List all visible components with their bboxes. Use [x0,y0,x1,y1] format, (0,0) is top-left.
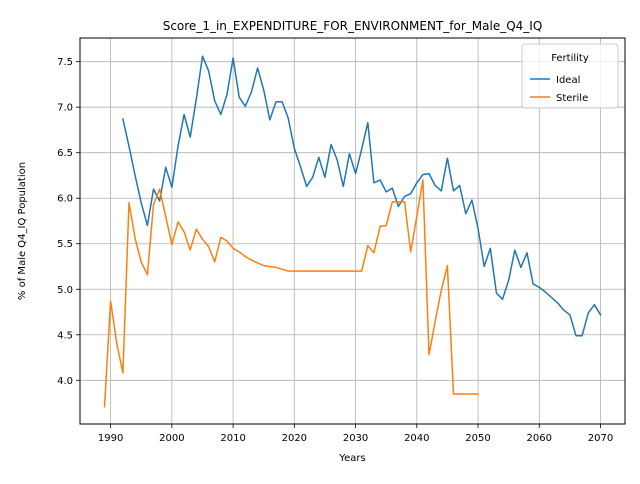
legend-box [521,43,619,109]
y-tick-label: 6.0 [57,194,73,205]
x-tick-label: 1990 [98,433,123,444]
axis-ticks: 1990 2000 2010 2020 2030 2040 2050 2060 2070 4.0 4… [57,57,613,444]
y-tick-label: 4.0 [57,376,73,387]
x-tick-label: 2030 [343,433,368,444]
series-line-ideal [122,55,602,337]
x-tick-label: 2000 [159,433,184,444]
legend: Fertility Ideal Sterile [521,43,619,109]
y-axis-label: % of Male Q4_IQ Population [17,162,28,300]
x-tick-label: 2070 [588,433,613,444]
x-tick-label: 2040 [404,433,429,444]
y-tick-label: 7.5 [57,57,73,68]
x-tick-label: 2060 [527,433,552,444]
legend-label-sterile: Sterile [556,93,588,104]
x-tick-label: 2020 [282,433,307,444]
series-line-sterile [103,179,479,408]
y-tick-label: 7.0 [57,103,73,114]
y-tick-label: 4.5 [57,330,73,341]
y-tick-label: 6.5 [57,148,73,159]
series-lines [103,55,602,408]
legend-title: Fertility [551,53,589,64]
x-tick-label: 2010 [220,433,245,444]
y-tick-label: 5.5 [57,239,73,250]
x-axis-label: Years [338,453,365,464]
legend-label-ideal: Ideal [556,75,580,86]
y-tick-label: 5.0 [57,285,73,296]
x-tick-label: 2050 [465,433,490,444]
plot-area-frame [79,37,626,425]
chart-title: Score_1_in_EXPENDITURE_FOR_ENVIRONMENT_f… [163,19,543,33]
